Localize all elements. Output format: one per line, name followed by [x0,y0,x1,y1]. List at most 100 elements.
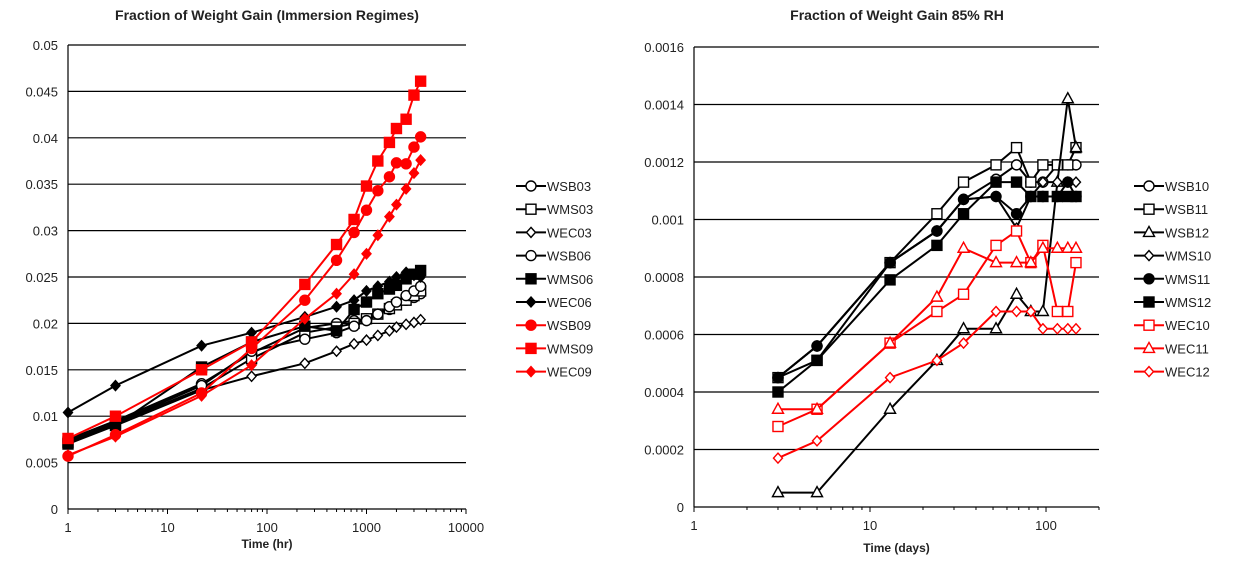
data-point [990,190,1002,203]
x-tick-label: 10 [863,518,877,533]
data-point [1069,140,1083,153]
legend-marker [525,342,537,355]
data-point [360,180,373,192]
legend-item-wsb10: WSB10 [1134,179,1209,194]
y-tick-label: 0.01 [33,409,58,424]
data-point [990,239,1002,252]
legend-label: WEC06 [547,295,592,310]
data-point [1036,240,1050,253]
y-tick-label: 0.03 [33,224,58,239]
data-point [62,432,74,445]
series-wms10 [772,176,1082,384]
data-point [361,334,372,347]
x-axis-label: Time (days) [863,541,929,555]
data-point [810,401,824,414]
data-point [299,312,311,325]
data-point [330,238,343,251]
data-point [1025,305,1037,318]
data-point [348,213,360,226]
data-point [360,314,373,327]
data-point [1051,176,1063,189]
data-point [811,434,823,447]
data-point [331,345,342,358]
y-tick-label: 0.035 [25,177,58,192]
series-line [777,181,1076,379]
data-point [331,300,342,313]
data-point [299,357,311,370]
legend-label: WSB09 [547,318,591,333]
data-point [330,254,343,266]
y-tick-label: 0.015 [25,363,58,378]
legend-label: WEC03 [547,225,592,240]
legend-marker [1143,249,1155,262]
data-point [400,182,412,195]
chart-title: Fraction of Weight Gain 85% RH [790,7,1004,23]
data-point [772,371,784,384]
data-point [931,208,943,220]
data-point [383,275,395,288]
data-point [109,419,122,432]
legend-marker [1143,296,1155,308]
data-point [1010,159,1023,171]
data-point [299,294,311,306]
data-point [246,359,258,372]
data-point [110,379,121,392]
data-point [360,204,373,216]
x-tick-label: 10000 [448,520,484,535]
x-tick-label: 1 [64,520,71,535]
chart-2: Fraction of Weight Gain 85% RH 0 0.0002 0.0… [644,7,1211,555]
data-point [989,321,1003,334]
legend-label: WSB03 [547,179,591,194]
data-point [884,371,896,384]
data-point [990,159,1002,171]
y-tick-label: 0.0016 [644,40,684,55]
data-point [1070,256,1082,269]
data-point [930,289,944,302]
legend-label: WSB06 [547,249,591,264]
data-point [1061,240,1075,253]
series-line [778,247,1076,411]
data-point [1050,240,1065,253]
data-point [1051,322,1063,335]
data-point [109,410,122,422]
legend-item-wec03: WEC03 [516,225,592,240]
data-point [391,198,402,211]
data-point [415,270,427,284]
legend-label: WEC09 [547,365,592,380]
legend-item-wms03: WMS03 [516,202,593,217]
data-point [330,325,343,337]
data-point [299,333,311,345]
data-point [372,184,384,197]
data-point [400,318,412,331]
y-tick-label: 0.001 [651,213,684,228]
data-point [884,256,896,269]
x-tick-label: 100 [256,520,278,535]
data-point [348,337,360,350]
y-tick-label: 0 [51,502,58,517]
legend-item-wec11: WEC11 [1134,340,1209,356]
data-point [390,296,403,308]
data-point [1062,322,1074,335]
data-point [62,406,74,419]
data-point [989,255,1003,268]
y-tick-label: 0.005 [25,456,58,471]
x-tick-label: 1 [690,518,697,533]
y-tick-label: 0.0012 [644,155,684,170]
data-point [246,370,258,383]
data-point [772,386,784,398]
legend-item-wsb03: WSB03 [516,179,591,194]
x-tick-label: 10 [160,520,174,535]
legend-label: WEC10 [1165,318,1210,333]
series-wms09 [62,75,427,445]
legend-marker [1142,224,1156,238]
data-point [414,131,427,143]
legend-label: WEC12 [1165,365,1210,380]
data-point [62,449,74,462]
data-point [1070,322,1082,335]
data-point [360,296,373,308]
data-point [1062,305,1074,318]
data-point [372,155,384,167]
data-point [931,239,943,252]
legend-marker [525,180,537,192]
data-point [883,401,897,414]
